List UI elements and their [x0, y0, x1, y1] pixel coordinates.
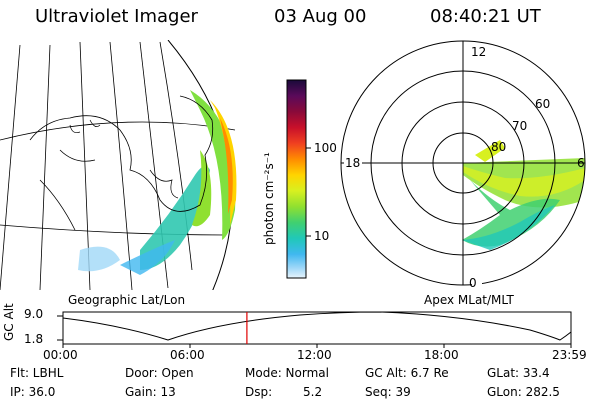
- status-seq: Seq: 39: [365, 385, 411, 399]
- status-flt: Flt: LBHL: [10, 366, 64, 380]
- timeline-axis-label: GC Alt: [2, 303, 16, 341]
- status-door: Door: Open: [125, 366, 194, 380]
- colorbar-tick-100: 100: [314, 141, 337, 155]
- timeline-tick-2359: 23:59: [552, 348, 587, 362]
- status-ip: IP: 36.0: [10, 385, 56, 399]
- mlt-label-6: 6: [577, 156, 585, 170]
- instrument-title: Ultraviolet Imager: [35, 6, 198, 27]
- timeline-tick-0600: 06:00: [170, 348, 205, 362]
- left-panel-caption: Geographic Lat/Lon: [68, 293, 186, 307]
- colorbar: [286, 79, 307, 279]
- right-panel-caption: Apex MLat/MLT: [424, 293, 514, 307]
- timeline-tick-0000: 00:00: [43, 348, 78, 362]
- status-glat: GLat: 33.4: [487, 366, 550, 380]
- status-gain: Gain: 13: [125, 385, 176, 399]
- mlat-label-80: 80: [491, 140, 507, 154]
- status-dsp-value: 5.2: [303, 385, 323, 399]
- geographic-map: [0, 40, 237, 290]
- status-gc-alt: GC Alt: 6.7 Re: [365, 366, 449, 380]
- status-glon: GLon: 282.5: [487, 385, 560, 399]
- mlt-label-18: 18: [345, 156, 361, 170]
- time-label: 08:40:21 UT: [430, 6, 541, 27]
- timeline-tick-1800: 18:00: [424, 348, 459, 362]
- status-mode: Mode: Normal: [245, 366, 329, 380]
- colorbar-unit-label: photon cm⁻²s⁻¹: [262, 152, 276, 245]
- status-dsp-label: Dsp:: [245, 385, 273, 399]
- colorbar-tick-10: 10: [314, 229, 330, 243]
- mlt-label-0: 0: [469, 276, 477, 290]
- date-label: 03 Aug 00: [274, 6, 367, 27]
- polar-plot: [340, 40, 586, 288]
- timeline-y-bottom: 1.8: [24, 332, 44, 346]
- mlat-label-60: 60: [535, 97, 551, 111]
- timeline-y-top: 9.0: [24, 307, 44, 321]
- mlt-label-12: 12: [471, 45, 487, 59]
- mlat-label-70: 70: [512, 119, 528, 133]
- timeline-tick-1200: 12:00: [297, 348, 332, 362]
- altitude-timeline: [57, 311, 572, 348]
